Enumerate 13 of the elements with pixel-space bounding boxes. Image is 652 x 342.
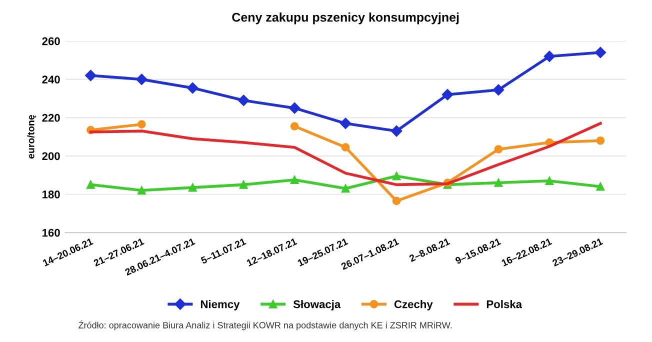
chart-title: Ceny zakupu pszenicy konsumpcyjnej xyxy=(232,12,459,24)
legend-label: Polska xyxy=(486,300,522,308)
legend-label: Czechy xyxy=(394,300,433,310)
y-tick-label: 200 xyxy=(42,152,60,160)
legend-label: Niemcy xyxy=(200,300,240,310)
y-axis-title: euro/tonę xyxy=(27,114,36,159)
y-tick-label: 180 xyxy=(42,190,60,198)
y-tick-label: 260 xyxy=(42,37,60,46)
legend-label: Słowacja xyxy=(293,300,341,310)
y-tick-label: 220 xyxy=(42,114,60,122)
y-tick-label: 160 xyxy=(42,228,60,237)
text: Źródło: opracowanie Biura Analiz i Strategii KOWR na podstawie danych KE i ZSRIR MRiRW. xyxy=(78,320,452,330)
y-tick-label: 240 xyxy=(42,76,60,84)
